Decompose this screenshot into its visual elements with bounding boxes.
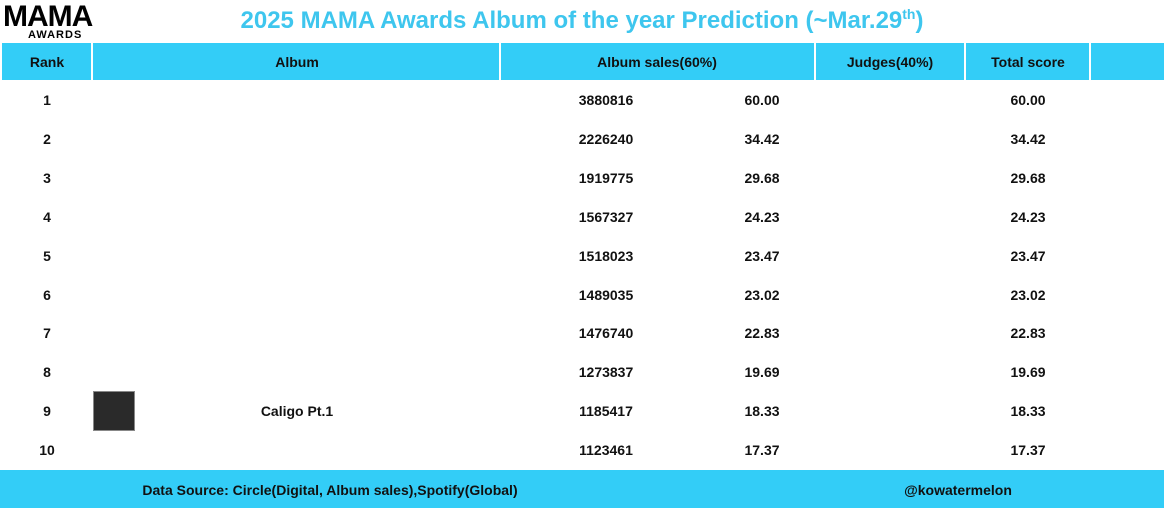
rank: 1	[43, 92, 51, 108]
total-score: 24.23	[1010, 208, 1046, 225]
total-score: 17.37	[1010, 442, 1046, 459]
header-cell	[501, 43, 814, 80]
header-text: Album	[275, 54, 319, 70]
sales-score: 60.00	[744, 92, 780, 108]
sales-score: 29.68	[744, 169, 780, 186]
sales-score: 19.69	[744, 364, 780, 381]
sales: 1123461	[579, 442, 633, 459]
header-text: Album sales(60%)	[597, 54, 717, 70]
total-score: 60.00	[1010, 92, 1046, 108]
rank: 8	[43, 364, 51, 381]
header-cell	[93, 43, 499, 80]
logo-bottom: AWARDS	[28, 29, 83, 41]
footer-band	[0, 470, 1164, 508]
sales-score: 23.02	[744, 286, 780, 303]
rank: 10	[39, 442, 55, 459]
rank: 3	[43, 169, 51, 186]
title: 2025 MAMA Awards Album of the year Predi…	[241, 6, 924, 35]
sales-score: 24.23	[744, 208, 780, 225]
title-end: )	[915, 7, 924, 34]
sales: 1489035	[578, 286, 634, 303]
header-cell	[1091, 43, 1164, 80]
sales: 1185417	[579, 403, 633, 420]
footer-source: Data Source: Circle(Digital, Album sales…	[142, 482, 518, 498]
sales-score: 34.42	[744, 130, 780, 147]
total-score: 19.69	[1010, 364, 1046, 381]
header-text: Rank	[29, 54, 65, 70]
footer-credit: @kowatermelon	[904, 482, 1012, 498]
sales-score: 18.33	[744, 403, 780, 420]
rank: 5	[43, 247, 51, 264]
logo-top: MAMA	[3, 0, 93, 33]
rank: 2	[43, 130, 51, 147]
sales-score: 17.37	[744, 442, 780, 459]
sales: 1476740	[578, 325, 634, 342]
header-cell	[2, 43, 91, 80]
total-score: 29.68	[1010, 169, 1046, 186]
total-score: 23.47	[1010, 247, 1046, 264]
header-text: Judges(40%)	[846, 54, 934, 70]
header-cell	[816, 43, 964, 80]
sales-score: 22.83	[744, 325, 780, 342]
sales: 2226240	[578, 130, 634, 147]
sales: 1273837	[578, 364, 634, 381]
total-score: 22.83	[1010, 325, 1046, 342]
rank: 9	[43, 403, 51, 420]
sales-score: 23.47	[744, 247, 780, 264]
header-text: Total score	[991, 54, 1065, 70]
album-cover	[93, 391, 135, 432]
rank: 6	[43, 286, 51, 303]
rank: 4	[43, 208, 51, 225]
sales: 1919775	[578, 169, 634, 186]
title-main: 2025 MAMA Awards Album of the year Predi…	[240, 7, 903, 34]
total-score: 34.42	[1010, 130, 1046, 147]
sales: 1518023	[578, 247, 634, 264]
sales: 1567327	[578, 208, 634, 225]
rank: 7	[43, 325, 51, 342]
header-cell	[966, 43, 1089, 80]
album: Caligo Pt.1	[260, 403, 334, 420]
total-score: 23.02	[1010, 286, 1046, 303]
sales: 3880816	[578, 92, 634, 108]
title-sup: th	[902, 6, 916, 22]
total-score: 18.33	[1010, 403, 1046, 420]
